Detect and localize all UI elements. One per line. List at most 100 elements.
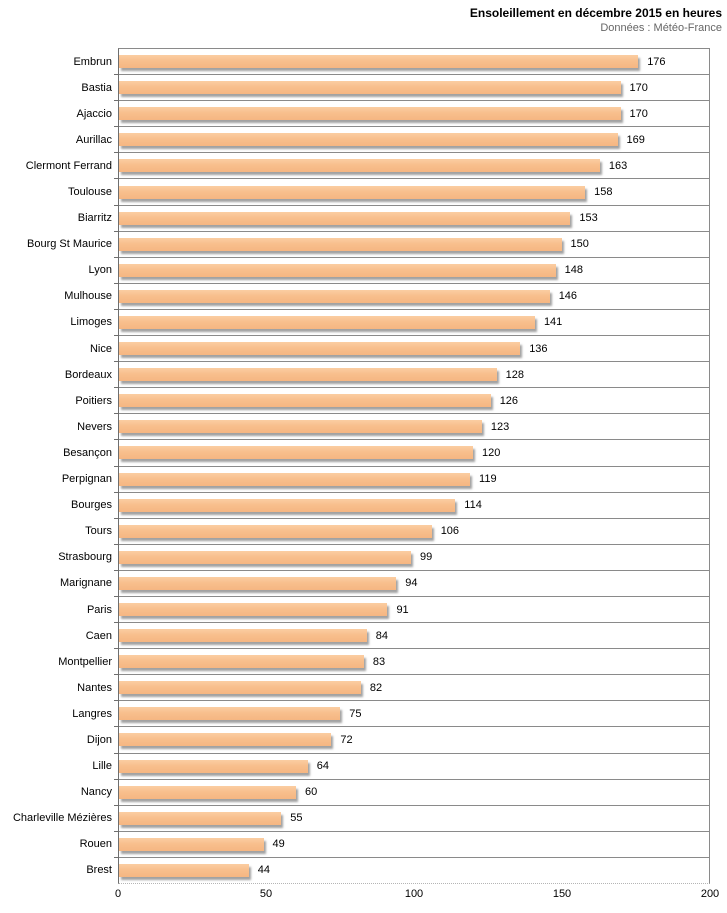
bar xyxy=(119,472,471,486)
value-label: 141 xyxy=(543,316,563,329)
bar-row: Nantes 82 xyxy=(77,675,709,702)
bar-row: Bordeaux 128 xyxy=(65,362,709,389)
category-label: Toulouse xyxy=(67,186,112,199)
bar xyxy=(119,342,521,356)
bar-row: Toulouse 158 xyxy=(68,179,709,206)
bar xyxy=(119,55,639,69)
value-label: 170 xyxy=(629,107,648,120)
bar xyxy=(119,576,397,590)
bar-row: Lyon 148 xyxy=(89,258,709,284)
chart-subtitle: Données : Météo-France xyxy=(600,22,722,34)
x-axis-tick-label: 50 xyxy=(259,888,273,900)
bar xyxy=(119,498,456,512)
value-label: 75 xyxy=(349,707,362,720)
bar-row: Charleville Mézières 55 xyxy=(13,806,709,832)
bar-row: Embrun 176 xyxy=(73,49,709,76)
value-label: 176 xyxy=(647,55,666,68)
bar xyxy=(119,629,367,643)
bar xyxy=(119,263,556,277)
category-label: Nantes xyxy=(77,681,112,694)
bar-row: Ajaccio 170 xyxy=(77,101,709,128)
bar-row: Tours 106 xyxy=(85,519,709,545)
value-label: 120 xyxy=(482,446,501,459)
bar-row: Biarritz 153 xyxy=(78,206,709,232)
value-label: 150 xyxy=(570,238,589,251)
value-label: 153 xyxy=(579,212,598,225)
bar-row: Dijon 72 xyxy=(87,727,709,754)
value-label: 114 xyxy=(464,499,482,512)
value-label: 128 xyxy=(505,368,524,381)
category-label: Tours xyxy=(85,525,112,538)
category-label: Ajaccio xyxy=(76,107,112,120)
bar xyxy=(119,315,535,329)
value-label: 83 xyxy=(372,655,386,668)
x-axis-tick-label: 150 xyxy=(552,888,572,900)
category-label: Strasbourg xyxy=(58,551,112,564)
bar-row: Poitiers 126 xyxy=(75,388,709,415)
value-label: 72 xyxy=(340,733,353,746)
bar xyxy=(119,837,264,851)
category-label: Rouen xyxy=(79,838,112,851)
bar-row: Nancy 60 xyxy=(81,780,709,806)
value-label: 163 xyxy=(608,159,628,172)
value-label: 106 xyxy=(440,525,460,538)
category-label: Bourges xyxy=(71,499,112,512)
value-label: 136 xyxy=(529,342,548,355)
category-label: Montpellier xyxy=(58,655,112,668)
chart-header: Ensoleillement en décembre 2015 en heure… xyxy=(470,6,722,35)
category-label: Bastia xyxy=(81,81,112,94)
category-label: Poitiers xyxy=(75,394,112,407)
value-label: 148 xyxy=(564,264,583,277)
category-label: Dijon xyxy=(86,733,112,746)
bar-row: Perpignan 119 xyxy=(62,467,709,493)
bar xyxy=(119,550,412,564)
x-axis: 0 50 100 150 200 xyxy=(0,886,727,902)
bar-row: Nice 136 xyxy=(90,336,709,363)
value-label: 84 xyxy=(375,629,389,642)
category-label: Nancy xyxy=(80,786,112,799)
category-label: Nevers xyxy=(77,420,112,433)
bar-row: Paris 91 xyxy=(87,597,709,624)
category-label: Besançon xyxy=(63,446,112,459)
bar xyxy=(119,733,332,747)
value-label: 64 xyxy=(316,760,330,773)
category-label: Embrun xyxy=(73,55,112,68)
bar-row: Bastia 170 xyxy=(81,75,709,102)
x-axis-tick-label: 0 xyxy=(114,888,122,900)
x-axis-tick-label: 100 xyxy=(404,888,424,900)
category-label: Clermont Ferrand xyxy=(25,159,112,172)
category-label: Limoges xyxy=(70,316,112,329)
value-label: 169 xyxy=(626,133,645,146)
category-label: Lyon xyxy=(88,264,112,277)
bar xyxy=(119,289,550,303)
bar-row: Besançon 120 xyxy=(63,440,709,467)
bar xyxy=(119,863,249,877)
category-label: Aurillac xyxy=(75,133,112,146)
bar xyxy=(119,237,562,251)
bar-row: Lille 64 xyxy=(92,754,709,780)
bar-row: Clermont Ferrand 163 xyxy=(26,153,709,180)
value-label: 82 xyxy=(369,681,383,694)
value-label: 99 xyxy=(420,551,433,564)
bar xyxy=(119,811,282,825)
bar xyxy=(119,707,341,721)
value-label: 123 xyxy=(490,420,510,433)
category-label: Marignane xyxy=(60,577,112,590)
value-label: 49 xyxy=(272,838,285,851)
value-label: 94 xyxy=(405,577,418,590)
bar xyxy=(119,603,388,617)
bar xyxy=(119,211,571,225)
chart-title: Ensoleillement en décembre 2015 en heure… xyxy=(469,6,722,20)
bar xyxy=(119,420,482,434)
value-label: 146 xyxy=(558,290,578,303)
category-label: Lille xyxy=(92,760,112,773)
value-label: 158 xyxy=(594,186,613,199)
bar-row: Brest 44 xyxy=(86,858,709,883)
value-label: 126 xyxy=(499,394,519,407)
bar-row: Limoges 141 xyxy=(70,310,709,337)
bar xyxy=(119,394,491,408)
value-label: 55 xyxy=(290,812,303,825)
bar-row: Caen 84 xyxy=(86,623,709,650)
bar-row: Bourg St Maurice 150 xyxy=(27,232,709,258)
bar xyxy=(119,446,473,460)
